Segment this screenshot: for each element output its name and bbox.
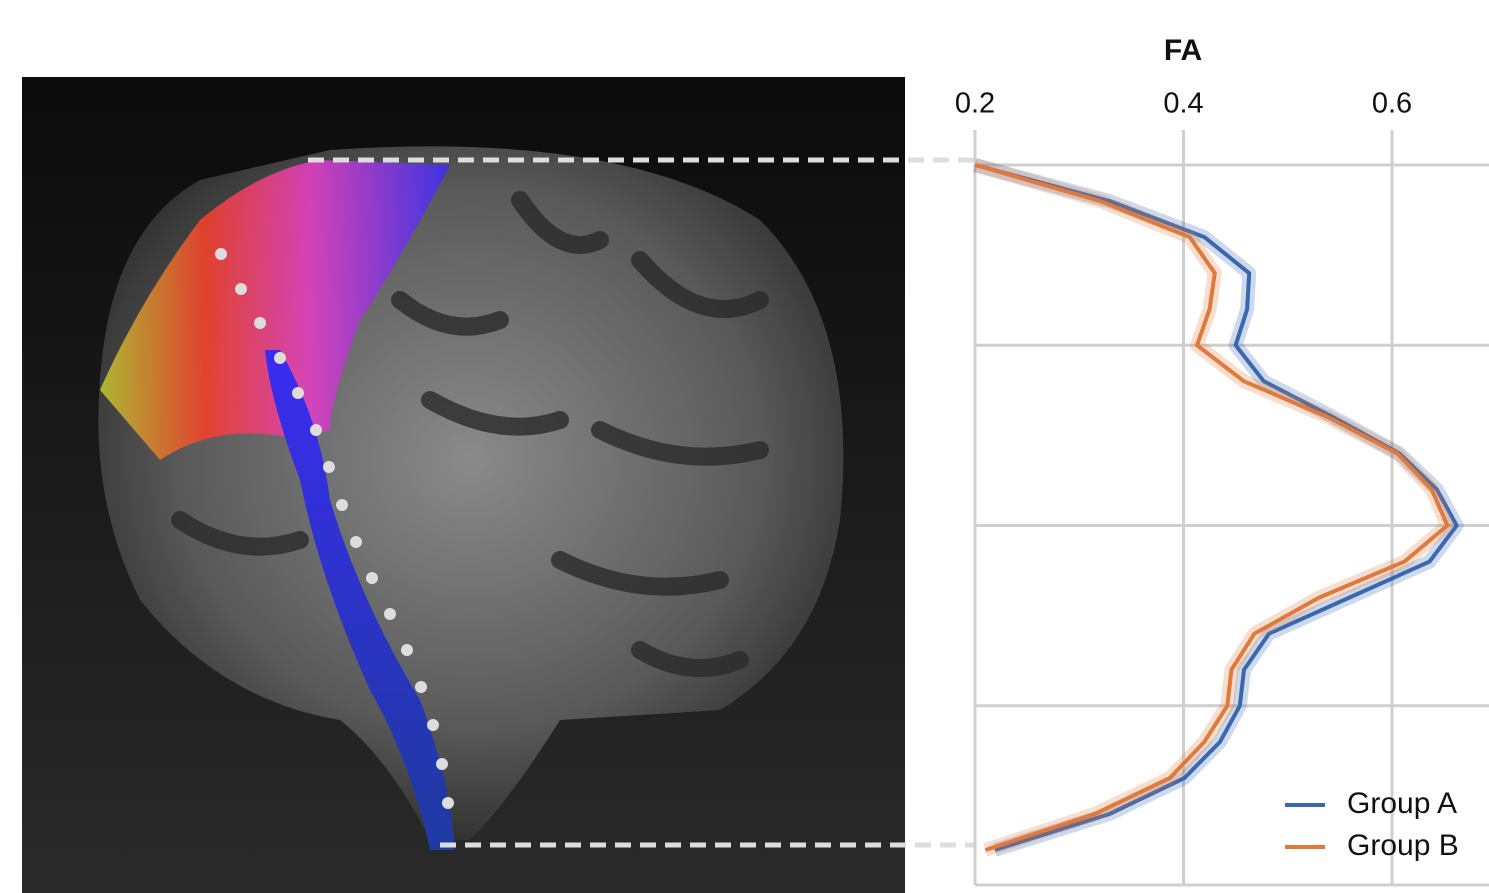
x-tick-label: 0.4 — [1163, 88, 1203, 120]
connector-lines — [308, 157, 985, 848]
x-axis-title: FA — [1164, 34, 1202, 67]
plot-area — [975, 130, 1489, 885]
x-tick-label: 0.6 — [1372, 88, 1412, 120]
brain-image — [22, 77, 905, 893]
x-tick-label: 0.2 — [955, 88, 995, 120]
legend-label: Group B — [1347, 829, 1459, 862]
legend-label: Group A — [1347, 787, 1457, 820]
series-line — [974, 163, 1450, 852]
series-line — [974, 163, 1459, 852]
